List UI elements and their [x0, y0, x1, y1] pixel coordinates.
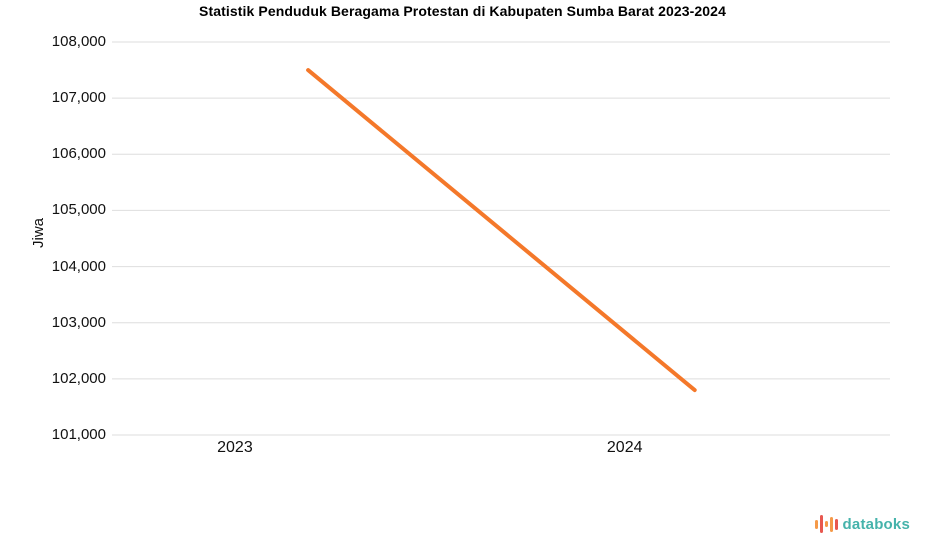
data-line	[306, 68, 697, 393]
y-tick-label: 106,000	[51, 145, 106, 163]
databoks-logo-icon	[814, 513, 838, 535]
chart-title: Statistik Penduduk Beragama Protestan di…	[199, 3, 726, 19]
y-tick-label: 108,000	[51, 33, 106, 50]
y-tick-label: 105,000	[51, 201, 106, 219]
y-tick-label: 104,000	[51, 257, 106, 275]
y-tick-label: 102,000	[51, 369, 106, 387]
logo-bar	[819, 515, 823, 533]
logo-bar	[834, 518, 838, 530]
logo-bar	[814, 519, 818, 529]
logo-bar	[824, 521, 828, 527]
x-tick-label: 2023	[217, 439, 253, 456]
databoks-logo: databoks	[814, 513, 910, 535]
y-tick-label: 107,000	[51, 89, 106, 107]
logo-bar	[829, 516, 833, 532]
y-tick-label: 103,000	[51, 313, 106, 331]
x-tick-label: 2024	[606, 439, 643, 456]
databoks-logo-text: databoks	[842, 515, 910, 533]
y-tick-label: 101,000	[51, 426, 106, 443]
